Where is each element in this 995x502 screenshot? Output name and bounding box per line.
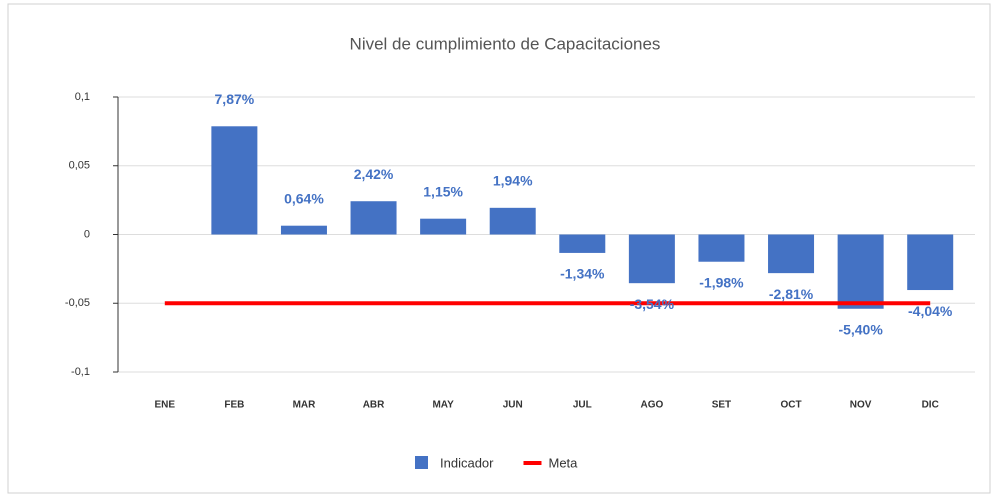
bar bbox=[698, 234, 745, 262]
x-tick-label: NOV bbox=[850, 400, 872, 411]
data-label: -4,04% bbox=[908, 303, 953, 319]
x-tick-label: OCT bbox=[780, 400, 801, 411]
x-tick-label: ABR bbox=[363, 400, 385, 411]
legend-label: Meta bbox=[548, 455, 578, 470]
y-tick-label: 0 bbox=[84, 228, 90, 240]
data-label: -2,81% bbox=[769, 286, 814, 302]
x-tick-label: JUL bbox=[573, 400, 592, 411]
legend-swatch bbox=[415, 456, 428, 469]
bar bbox=[837, 234, 884, 309]
data-label: -1,98% bbox=[699, 274, 744, 290]
data-label: -1,34% bbox=[560, 266, 605, 282]
bar bbox=[489, 207, 536, 235]
bar bbox=[350, 201, 397, 235]
data-label: -3,54% bbox=[630, 296, 675, 312]
legend-label: Indicador bbox=[440, 455, 494, 470]
y-tick-label: -0,05 bbox=[65, 297, 90, 309]
x-tick-label: DIC bbox=[922, 400, 939, 411]
data-label: 0,64% bbox=[284, 190, 324, 206]
data-label: -5,40% bbox=[838, 321, 883, 337]
y-tick-label: 0,1 bbox=[75, 91, 90, 103]
x-tick-label: FEB bbox=[224, 400, 244, 411]
x-tick-label: JUN bbox=[503, 400, 523, 411]
x-tick-label: ENE bbox=[155, 400, 176, 411]
data-label: 7,87% bbox=[215, 91, 255, 107]
bar bbox=[420, 218, 467, 235]
bar bbox=[280, 225, 327, 235]
bar bbox=[559, 234, 606, 253]
bar bbox=[628, 234, 675, 284]
bar bbox=[768, 234, 815, 274]
chart-title: Nivel de cumplimiento de Capacitaciones bbox=[350, 34, 661, 53]
data-label: 2,42% bbox=[354, 166, 394, 182]
y-tick-label: 0,05 bbox=[69, 160, 90, 172]
x-tick-label: SET bbox=[712, 400, 731, 411]
x-tick-label: MAR bbox=[293, 400, 317, 411]
y-tick-label: -0,1 bbox=[71, 366, 90, 378]
chart-frame bbox=[7, 3, 991, 494]
data-label: 1,94% bbox=[493, 173, 533, 189]
bar bbox=[907, 234, 954, 291]
bar bbox=[211, 126, 258, 235]
x-tick-label: MAY bbox=[432, 400, 454, 411]
data-label: 1,15% bbox=[423, 183, 463, 199]
x-tick-label: AGO bbox=[640, 400, 663, 411]
